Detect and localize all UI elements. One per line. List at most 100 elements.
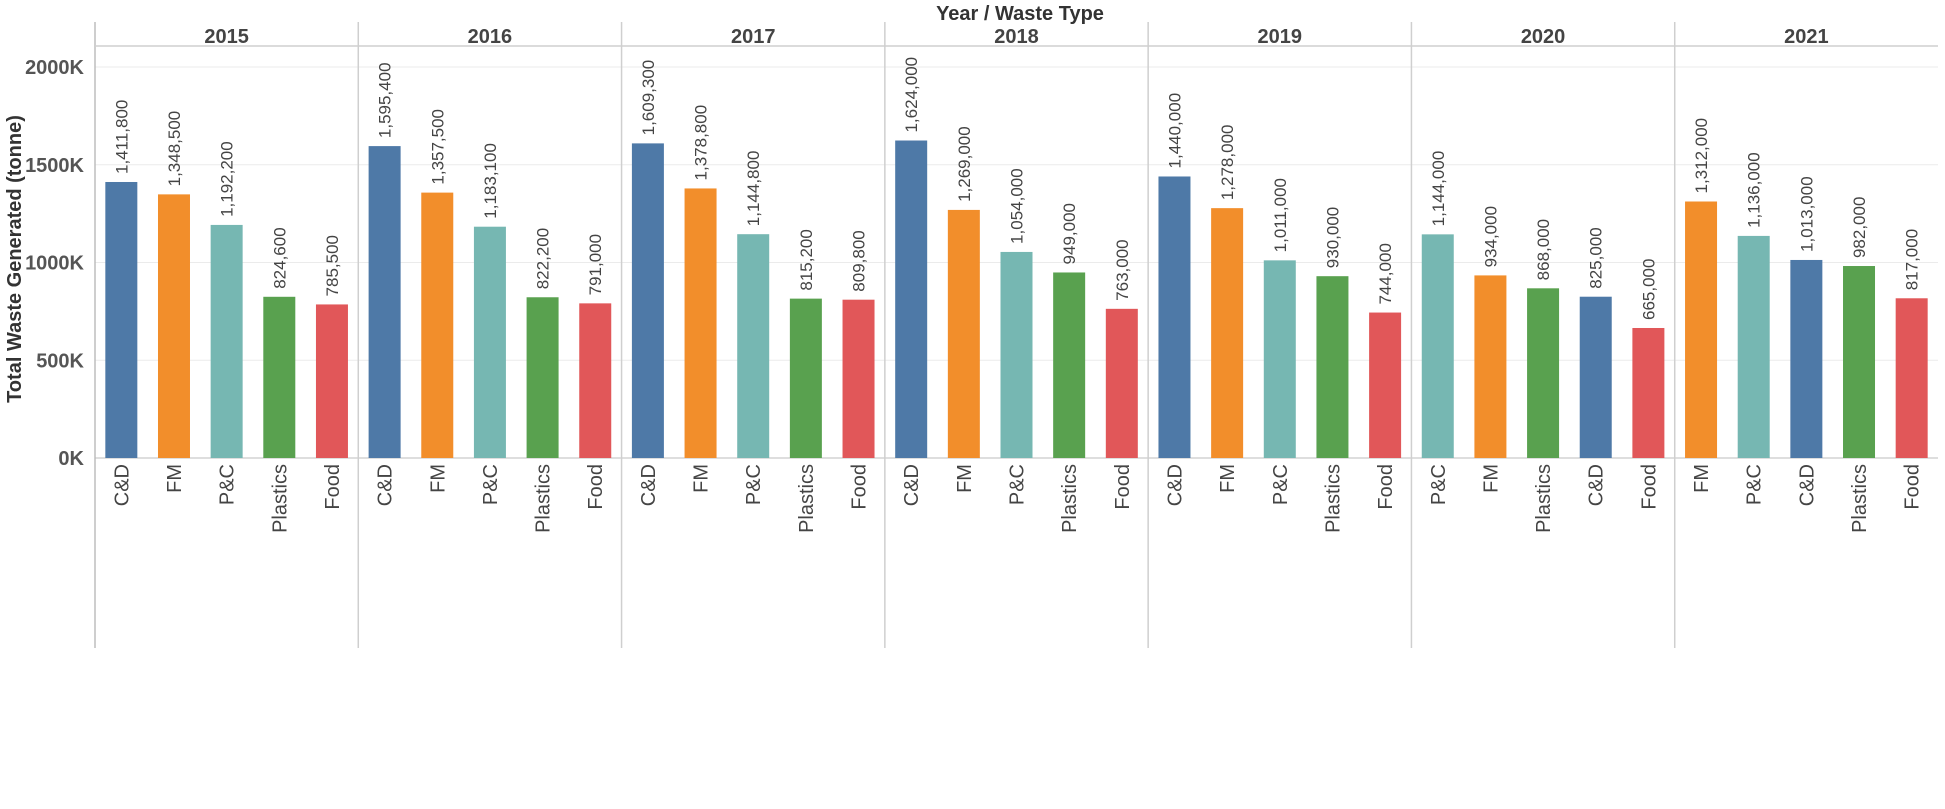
bar [895, 140, 928, 458]
bar-value-label: 815,200 [797, 229, 816, 290]
category-label: Plastics [1322, 464, 1344, 533]
category-label: Plastics [796, 464, 818, 533]
bar-value-label: 1,144,800 [744, 151, 763, 227]
category-label: P&C [217, 464, 239, 505]
bar-value-label: 1,144,000 [1429, 151, 1448, 227]
category-label: P&C [1744, 464, 1766, 505]
bar-value-label: 934,000 [1481, 206, 1500, 267]
bar [684, 188, 717, 459]
category-label: Food [849, 464, 871, 510]
category-label: Food [1375, 464, 1397, 510]
year-header: 2021 [1784, 26, 1829, 48]
y-tick-label: 2000K [25, 57, 84, 79]
bar [842, 299, 875, 458]
y-tick-label: 0K [58, 448, 84, 470]
bar-value-label: 791,000 [586, 234, 605, 295]
frame-layer [94, 22, 1938, 648]
bar [210, 224, 243, 458]
bar-value-label: 1,378,800 [692, 105, 711, 181]
category-label: FM [1480, 464, 1502, 493]
y-tick-label: 500K [36, 350, 84, 372]
bar [1158, 176, 1191, 459]
category-label: FM [1691, 464, 1713, 493]
y-tick-label: 1000K [25, 253, 84, 275]
bar [157, 194, 190, 458]
bar [1316, 276, 1349, 458]
bar [947, 209, 980, 458]
bar [789, 298, 822, 458]
y-axis-label: Total Waste Generated (tonne) [4, 115, 26, 403]
bar [105, 181, 138, 458]
bar-value-label: 1,624,000 [902, 57, 921, 133]
category-label: C&D [375, 464, 397, 506]
bar-value-label: 785,500 [323, 235, 342, 296]
bar [263, 296, 296, 458]
bar [1211, 208, 1244, 458]
bar [1421, 234, 1454, 458]
bar [1105, 308, 1138, 458]
bar [1527, 288, 1560, 458]
category-label: P&C [1270, 464, 1292, 505]
category-label: C&D [1164, 464, 1186, 506]
bar [368, 146, 401, 458]
category-label: C&D [638, 464, 660, 506]
bar [1895, 298, 1928, 458]
bar-value-label: 1,013,000 [1797, 176, 1816, 252]
bar-value-label: 1,183,100 [481, 143, 500, 219]
bar [737, 234, 770, 458]
bar [473, 226, 506, 458]
bar-value-label: 1,411,800 [112, 100, 131, 174]
bar [315, 304, 348, 458]
category-label: Food [585, 464, 607, 510]
category-label: C&D [111, 464, 133, 506]
category-label: P&C [1007, 464, 1029, 505]
category-label: Plastics [533, 464, 555, 533]
bar [1369, 312, 1402, 458]
year-header: 2017 [731, 26, 776, 48]
bar [1843, 266, 1876, 458]
bar-value-label: 982,000 [1850, 197, 1869, 258]
bar-value-label: 809,800 [850, 230, 869, 291]
bar-layer [105, 140, 1928, 459]
bar-value-label: 1,595,400 [376, 62, 395, 138]
bar [1263, 260, 1296, 458]
bar-value-label: 930,000 [1323, 207, 1342, 268]
bar [631, 143, 664, 459]
bar-value-label: 1,440,000 [1165, 93, 1184, 169]
bar-value-label: 1,011,000 [1271, 178, 1290, 252]
bar-value-label: 665,000 [1639, 259, 1658, 320]
year-header: 2019 [1258, 26, 1303, 48]
bar [1632, 327, 1665, 458]
bar-value-label: 949,000 [1060, 203, 1079, 264]
category-label: Plastics [1533, 464, 1555, 533]
bar [1579, 296, 1612, 458]
year-header: 2016 [468, 26, 513, 48]
bar-value-label: 1,609,300 [639, 60, 658, 136]
bar [1685, 201, 1718, 458]
category-label: Food [322, 464, 344, 510]
year-header: 2018 [994, 26, 1039, 48]
year-header: 2015 [204, 26, 249, 48]
year-header: 2020 [1521, 26, 1566, 48]
bar [1000, 251, 1033, 458]
bar-value-label: 763,000 [1113, 239, 1132, 300]
bar-value-label: 817,000 [1903, 229, 1922, 290]
category-label: Plastics [1059, 464, 1081, 533]
category-label: Plastics [1849, 464, 1871, 533]
bar-value-label: 1,348,500 [165, 111, 184, 187]
bar-value-label: 1,278,000 [1218, 125, 1237, 201]
bar-value-label: 824,600 [270, 227, 289, 288]
bar-value-label: 1,312,000 [1692, 118, 1711, 194]
bar-value-label: 1,136,000 [1745, 152, 1764, 228]
category-label: Plastics [269, 464, 291, 533]
bar [1474, 275, 1507, 458]
category-label: Food [1638, 464, 1660, 510]
category-label: FM [427, 464, 449, 493]
label-layer: 0K 500K 1000K 1500K 2000K 2015 1,411,800 C&D 1,3… [25, 26, 1924, 533]
bar [1053, 272, 1086, 458]
bar [421, 192, 454, 458]
chart-title: Year / Waste Type [936, 3, 1104, 25]
bar-value-label: 1,269,000 [955, 126, 974, 202]
bar [526, 297, 559, 458]
